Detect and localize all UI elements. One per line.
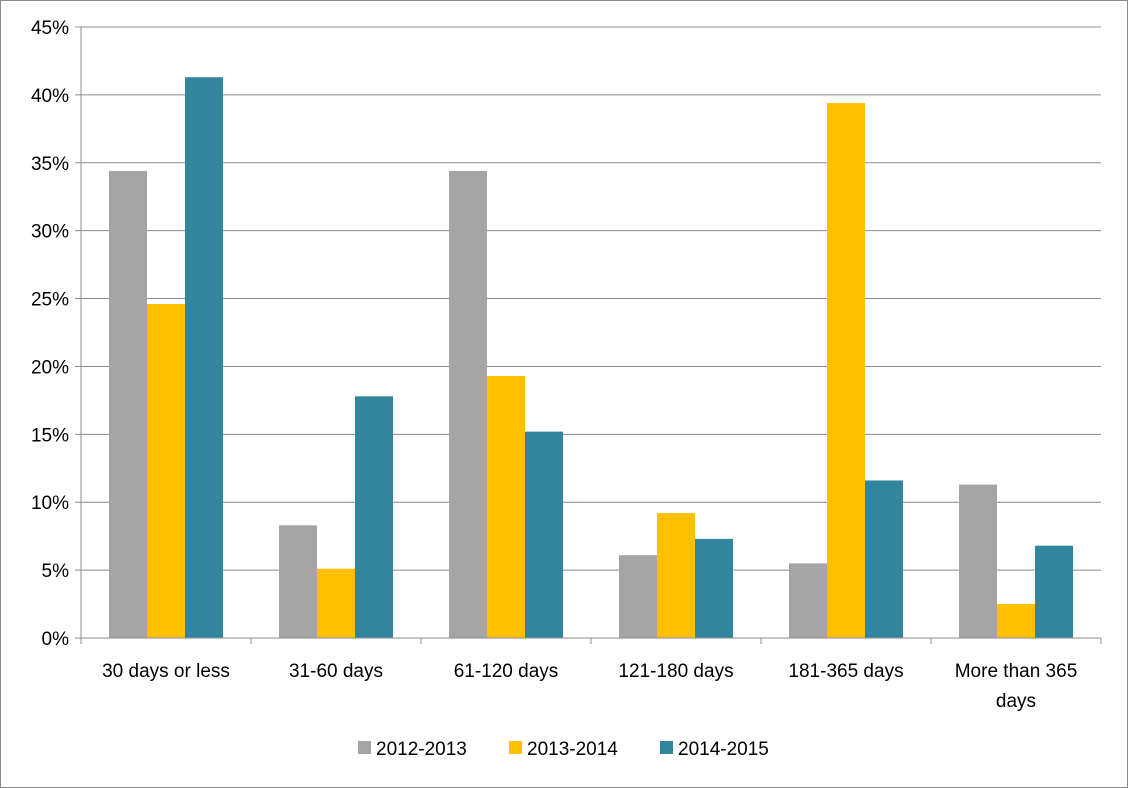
axes [75,26,1102,644]
x-category-label: 121-180 days [618,661,733,682]
bar [279,525,317,638]
x-category-label: 181-365 days [788,661,903,682]
y-tick-label: 40% [31,86,69,107]
bar [317,568,355,638]
gridlines [81,26,1101,571]
legend-item: 2014-2015 [660,739,769,760]
bar [997,604,1035,638]
y-tick-label: 15% [31,425,69,446]
x-category-label: 30 days or less [102,661,230,682]
bar [449,170,487,638]
legend: 2012-2013 2013-2014 2014-2015 [358,739,769,760]
x-category-label: 61-120 days [454,661,559,682]
y-tick-label: 45% [31,18,69,39]
y-tick-label: 25% [31,290,69,311]
legend-swatch [358,741,371,754]
bar [865,480,903,638]
bar [185,77,223,638]
bar [619,555,657,638]
y-tick-label: 20% [31,357,69,378]
bar [827,103,865,639]
bar [657,513,695,638]
bars [109,77,1073,639]
bar [695,538,733,638]
legend-label: 2012-2013 [376,739,467,760]
y-tick-label: 10% [31,493,69,514]
legend-swatch [660,741,673,754]
y-tick-label: 5% [42,561,70,582]
y-axis-tick-labels: 0% 5% 10% 15% 20% 25% 30% 35% 40% 45% [31,18,69,650]
bar [147,303,185,638]
bar [1035,545,1073,638]
legend-swatch [509,741,522,754]
legend-item: 2013-2014 [509,739,618,760]
y-tick-label: 0% [42,629,70,650]
bar [355,396,393,638]
legend-item: 2012-2013 [358,739,467,760]
x-axis-category-labels: 30 days or less 31-60 days 61-120 days 121-… [102,661,1077,712]
x-category-label: More than 365 days [955,661,1078,712]
legend-label: 2013-2014 [527,739,618,760]
y-tick-label: 30% [31,222,69,243]
y-tick-label: 35% [31,154,69,175]
legend-label: 2014-2015 [678,739,769,760]
bar [959,484,997,638]
bar [487,375,525,638]
x-category-label: 31-60 days [289,661,383,682]
bar [789,563,827,638]
bar [525,431,563,638]
bar [109,170,147,638]
